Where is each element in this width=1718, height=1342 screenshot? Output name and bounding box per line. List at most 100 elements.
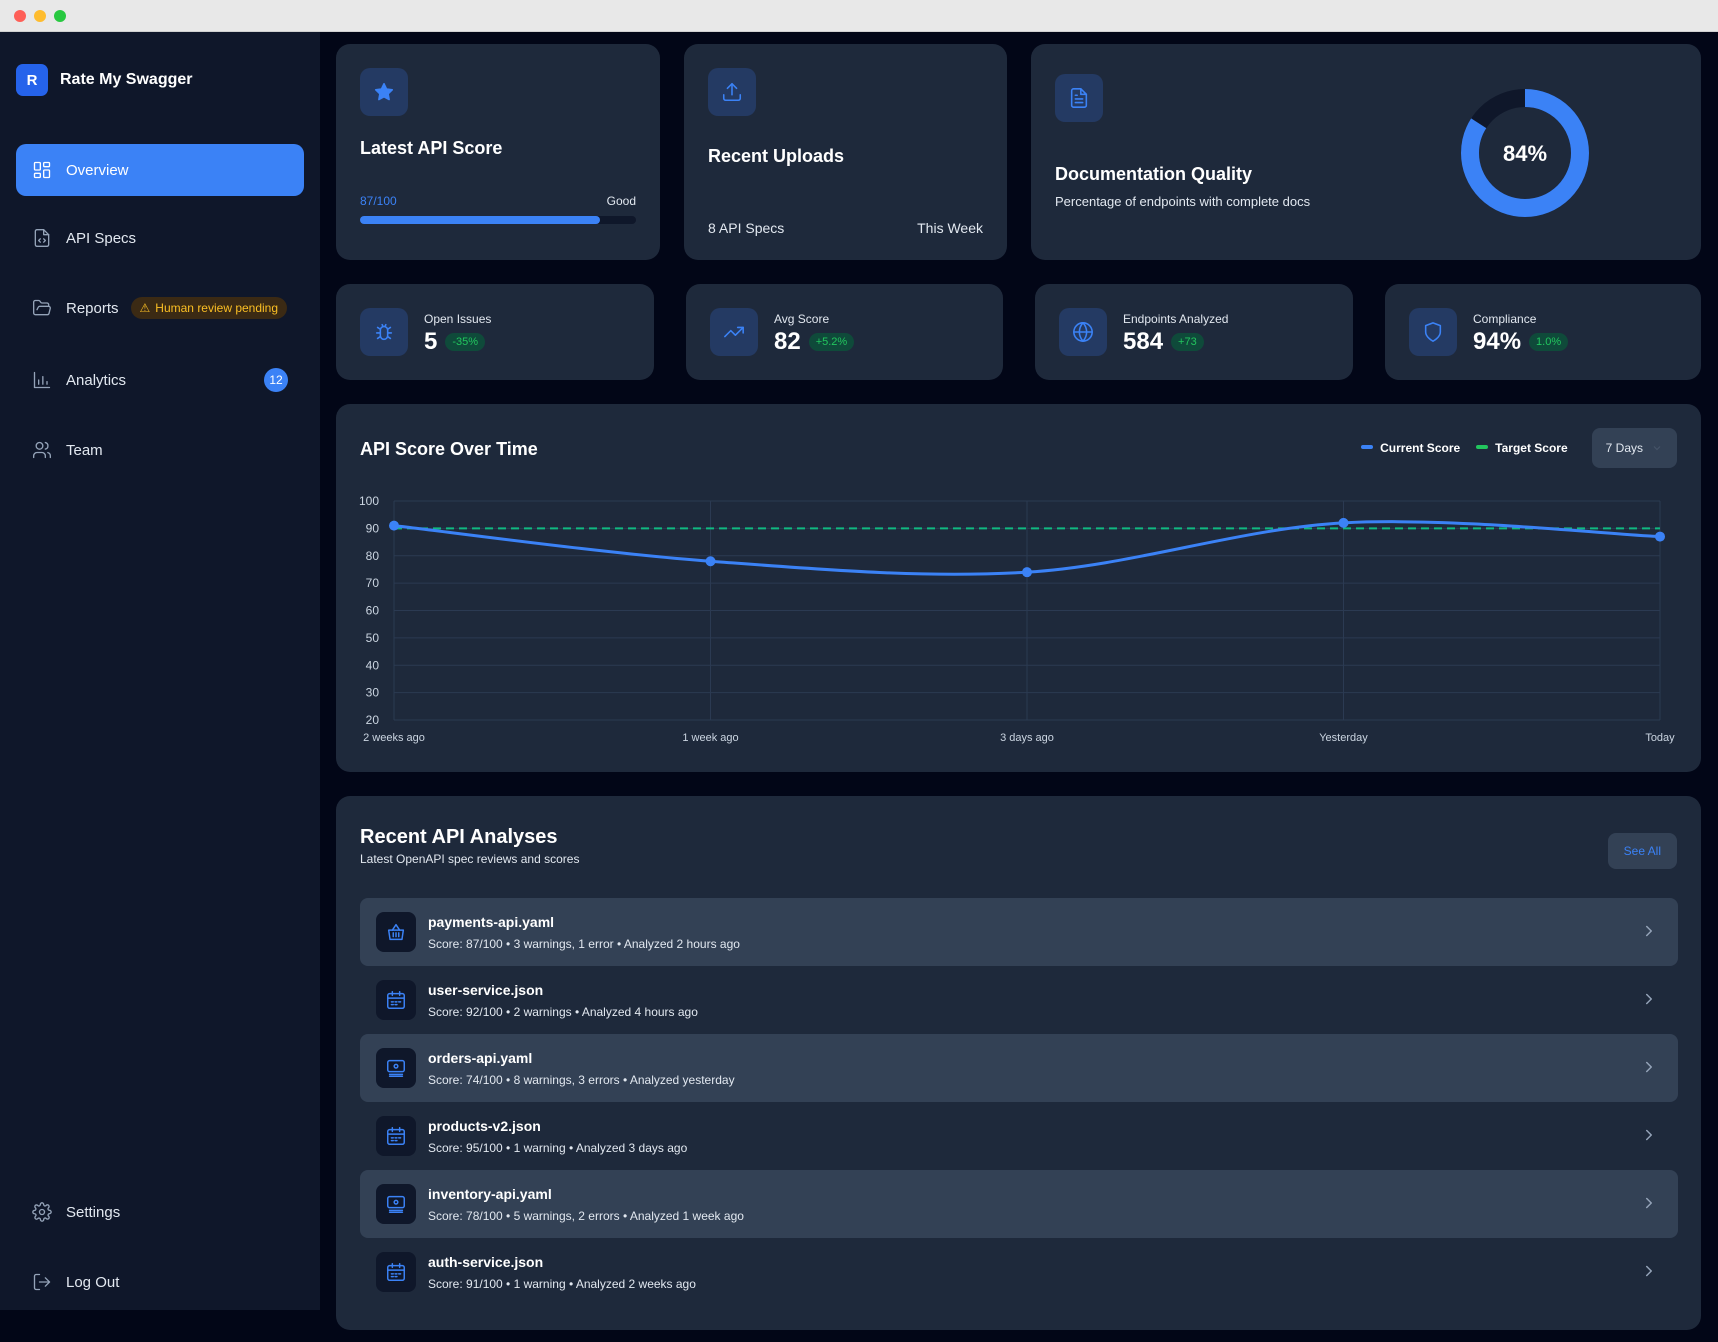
- window-close-button[interactable]: [14, 10, 26, 22]
- document-icon: [1070, 88, 1088, 108]
- sidebar-item-label: API Specs: [66, 229, 137, 247]
- shield-tile: [1409, 308, 1457, 356]
- chevron-right-icon: [1646, 1197, 1652, 1209]
- stat-card-open-issues: Open Issues 5 -35%: [336, 284, 654, 380]
- score-line-chart: 100 90 80 70 60 50 40 30 20 2 weeks ago 1 week ago…: [359, 494, 1675, 744]
- star-tile: [360, 68, 408, 116]
- analysis-meta: Score: 74/100 • 8 warnings, 3 errors • A…: [428, 1072, 735, 1087]
- review-pending-label: Human review pending: [155, 301, 279, 315]
- sidebar-item-team[interactable]: Team: [16, 424, 304, 476]
- range-select[interactable]: 7 Days: [1591, 428, 1677, 468]
- folder-open-icon: [33, 299, 51, 316]
- window-titlebar: [0, 0, 1718, 32]
- analysis-row[interactable]: user-service.json Score: 92/100 • 2 warni…: [360, 966, 1678, 1034]
- chevron-right-icon: [1646, 1061, 1652, 1073]
- data-point-current-score: [1022, 567, 1032, 578]
- sidebar-item-api-specs[interactable]: API Specs: [16, 212, 304, 264]
- trend-tile: [710, 308, 758, 356]
- calendar-icon: [387, 1263, 405, 1281]
- row-icon-tile: [376, 912, 416, 952]
- analysis-row[interactable]: inventory-api.yaml Score: 78/100 • 5 warn…: [360, 1170, 1678, 1238]
- donut-arc: [1461, 89, 1589, 217]
- analysis-file-name: products-v2.json: [428, 1117, 541, 1134]
- stat-label: Endpoints Analyzed: [1123, 312, 1229, 326]
- doc-quality-donut: 84%: [1461, 89, 1589, 217]
- sidebar-item-overview[interactable]: Overview: [16, 144, 304, 196]
- doc-quality-title: Documentation Quality: [1055, 164, 1253, 184]
- data-point-current-score: [1338, 517, 1349, 528]
- sidebar-item-label: Analytics: [66, 371, 127, 389]
- sidebar-item-logout[interactable]: Log Out: [16, 1256, 304, 1308]
- stat-delta: +5.2%: [808, 333, 855, 351]
- analysis-file-name: inventory-api.yaml: [428, 1185, 552, 1202]
- analysis-meta: Score: 95/100 • 1 warning • Analyzed 3 d…: [428, 1140, 688, 1155]
- chevron-right-icon: [1646, 1265, 1652, 1277]
- legend-current-swatch: [1361, 445, 1374, 449]
- bug-icon: [375, 323, 393, 341]
- log-out-icon: [33, 1273, 51, 1291]
- chevron-right-icon: [1646, 993, 1652, 1005]
- analysis-row[interactable]: auth-service.json Score: 91/100 • 1 warni…: [360, 1238, 1678, 1306]
- doc-quality-description: Percentage of endpoints with complete do…: [1055, 194, 1311, 209]
- sidebar-item-label: Reports: [66, 299, 119, 317]
- stat-value: 584: [1123, 328, 1164, 355]
- legend-target-swatch: [1476, 445, 1489, 449]
- legend-target-label: Target Score: [1495, 441, 1568, 455]
- x-tick-label: 3 days ago: [1000, 732, 1054, 744]
- score-progress-fill: [360, 216, 601, 224]
- score-chart-card: API Score Over Time Current Score Target…: [336, 404, 1701, 772]
- data-point-current-score: [705, 556, 716, 567]
- sidebar-item-label: Overview: [66, 161, 129, 179]
- y-tick-label: 40: [366, 658, 380, 672]
- y-tick-label: 20: [366, 713, 380, 727]
- row-icon-tile: [376, 1048, 416, 1088]
- analysis-row[interactable]: payments-api.yaml Score: 87/100 • 3 warni…: [360, 898, 1678, 966]
- chevron-right-icon: [1646, 925, 1652, 937]
- uploads-count: 8 API Specs: [708, 220, 785, 236]
- calendar-icon: [387, 1127, 405, 1145]
- analysis-row[interactable]: orders-api.yaml Score: 74/100 • 8 warning…: [360, 1034, 1678, 1102]
- sidebar-item-reports[interactable]: Reports ⚠ Human review pending: [16, 282, 304, 334]
- latest-score-value: 87/100: [360, 194, 397, 208]
- analysis-file-name: orders-api.yaml: [428, 1049, 533, 1066]
- server-icon: [387, 1195, 405, 1213]
- analysis-meta: Score: 91/100 • 1 warning • Analyzed 2 w…: [428, 1276, 696, 1291]
- trending-up-icon: [724, 326, 744, 338]
- recent-uploads-card: Recent Uploads 8 API Specs This Week: [684, 44, 1007, 260]
- chart-title: API Score Over Time: [360, 439, 538, 459]
- globe-icon: [1073, 322, 1093, 342]
- users-icon: [33, 441, 52, 459]
- window-minimize-button[interactable]: [34, 10, 46, 22]
- analysis-file-name: auth-service.json: [428, 1253, 544, 1270]
- globe-tile: [1059, 308, 1107, 356]
- warning-icon: ⚠: [139, 301, 151, 315]
- data-point-current-score: [389, 520, 399, 531]
- brand[interactable]: R Rate My Swagger: [16, 64, 192, 96]
- see-all-button[interactable]: See All: [1607, 833, 1677, 869]
- analysis-meta: Score: 87/100 • 3 warnings, 1 error • An…: [428, 936, 740, 951]
- shield-icon: [1424, 322, 1442, 342]
- analysis-row[interactable]: products-v2.json Score: 95/100 • 1 warnin…: [360, 1102, 1678, 1170]
- calendar-icon: [387, 991, 405, 1009]
- y-tick-label: 70: [366, 576, 380, 590]
- document-tile: [1055, 74, 1103, 122]
- window-zoom-button[interactable]: [54, 10, 66, 22]
- sidebar-item-label: Log Out: [66, 1273, 120, 1291]
- server-icon: [387, 1059, 405, 1077]
- row-icon-tile: [376, 1116, 416, 1156]
- brand-logo: R: [16, 64, 48, 96]
- sidebar-item-label: Settings: [66, 1203, 121, 1221]
- app-name: Rate My Swagger: [60, 71, 193, 88]
- basket-icon: [387, 923, 405, 941]
- sidebar-item-analytics[interactable]: Analytics 12: [16, 354, 304, 406]
- stat-label: Open Issues: [424, 312, 492, 326]
- upload-tile: [708, 68, 756, 116]
- sidebar-item-settings[interactable]: Settings: [16, 1186, 304, 1238]
- analytics-count-badge: 12: [264, 368, 288, 392]
- stat-delta: +73: [1171, 333, 1204, 351]
- stat-label: Avg Score: [774, 312, 830, 326]
- y-tick-label: 50: [366, 631, 380, 645]
- doc-quality-card: Documentation Quality Percentage of endp…: [1031, 44, 1701, 260]
- chevron-down-icon: [1653, 446, 1661, 451]
- file-code-icon: [34, 229, 50, 247]
